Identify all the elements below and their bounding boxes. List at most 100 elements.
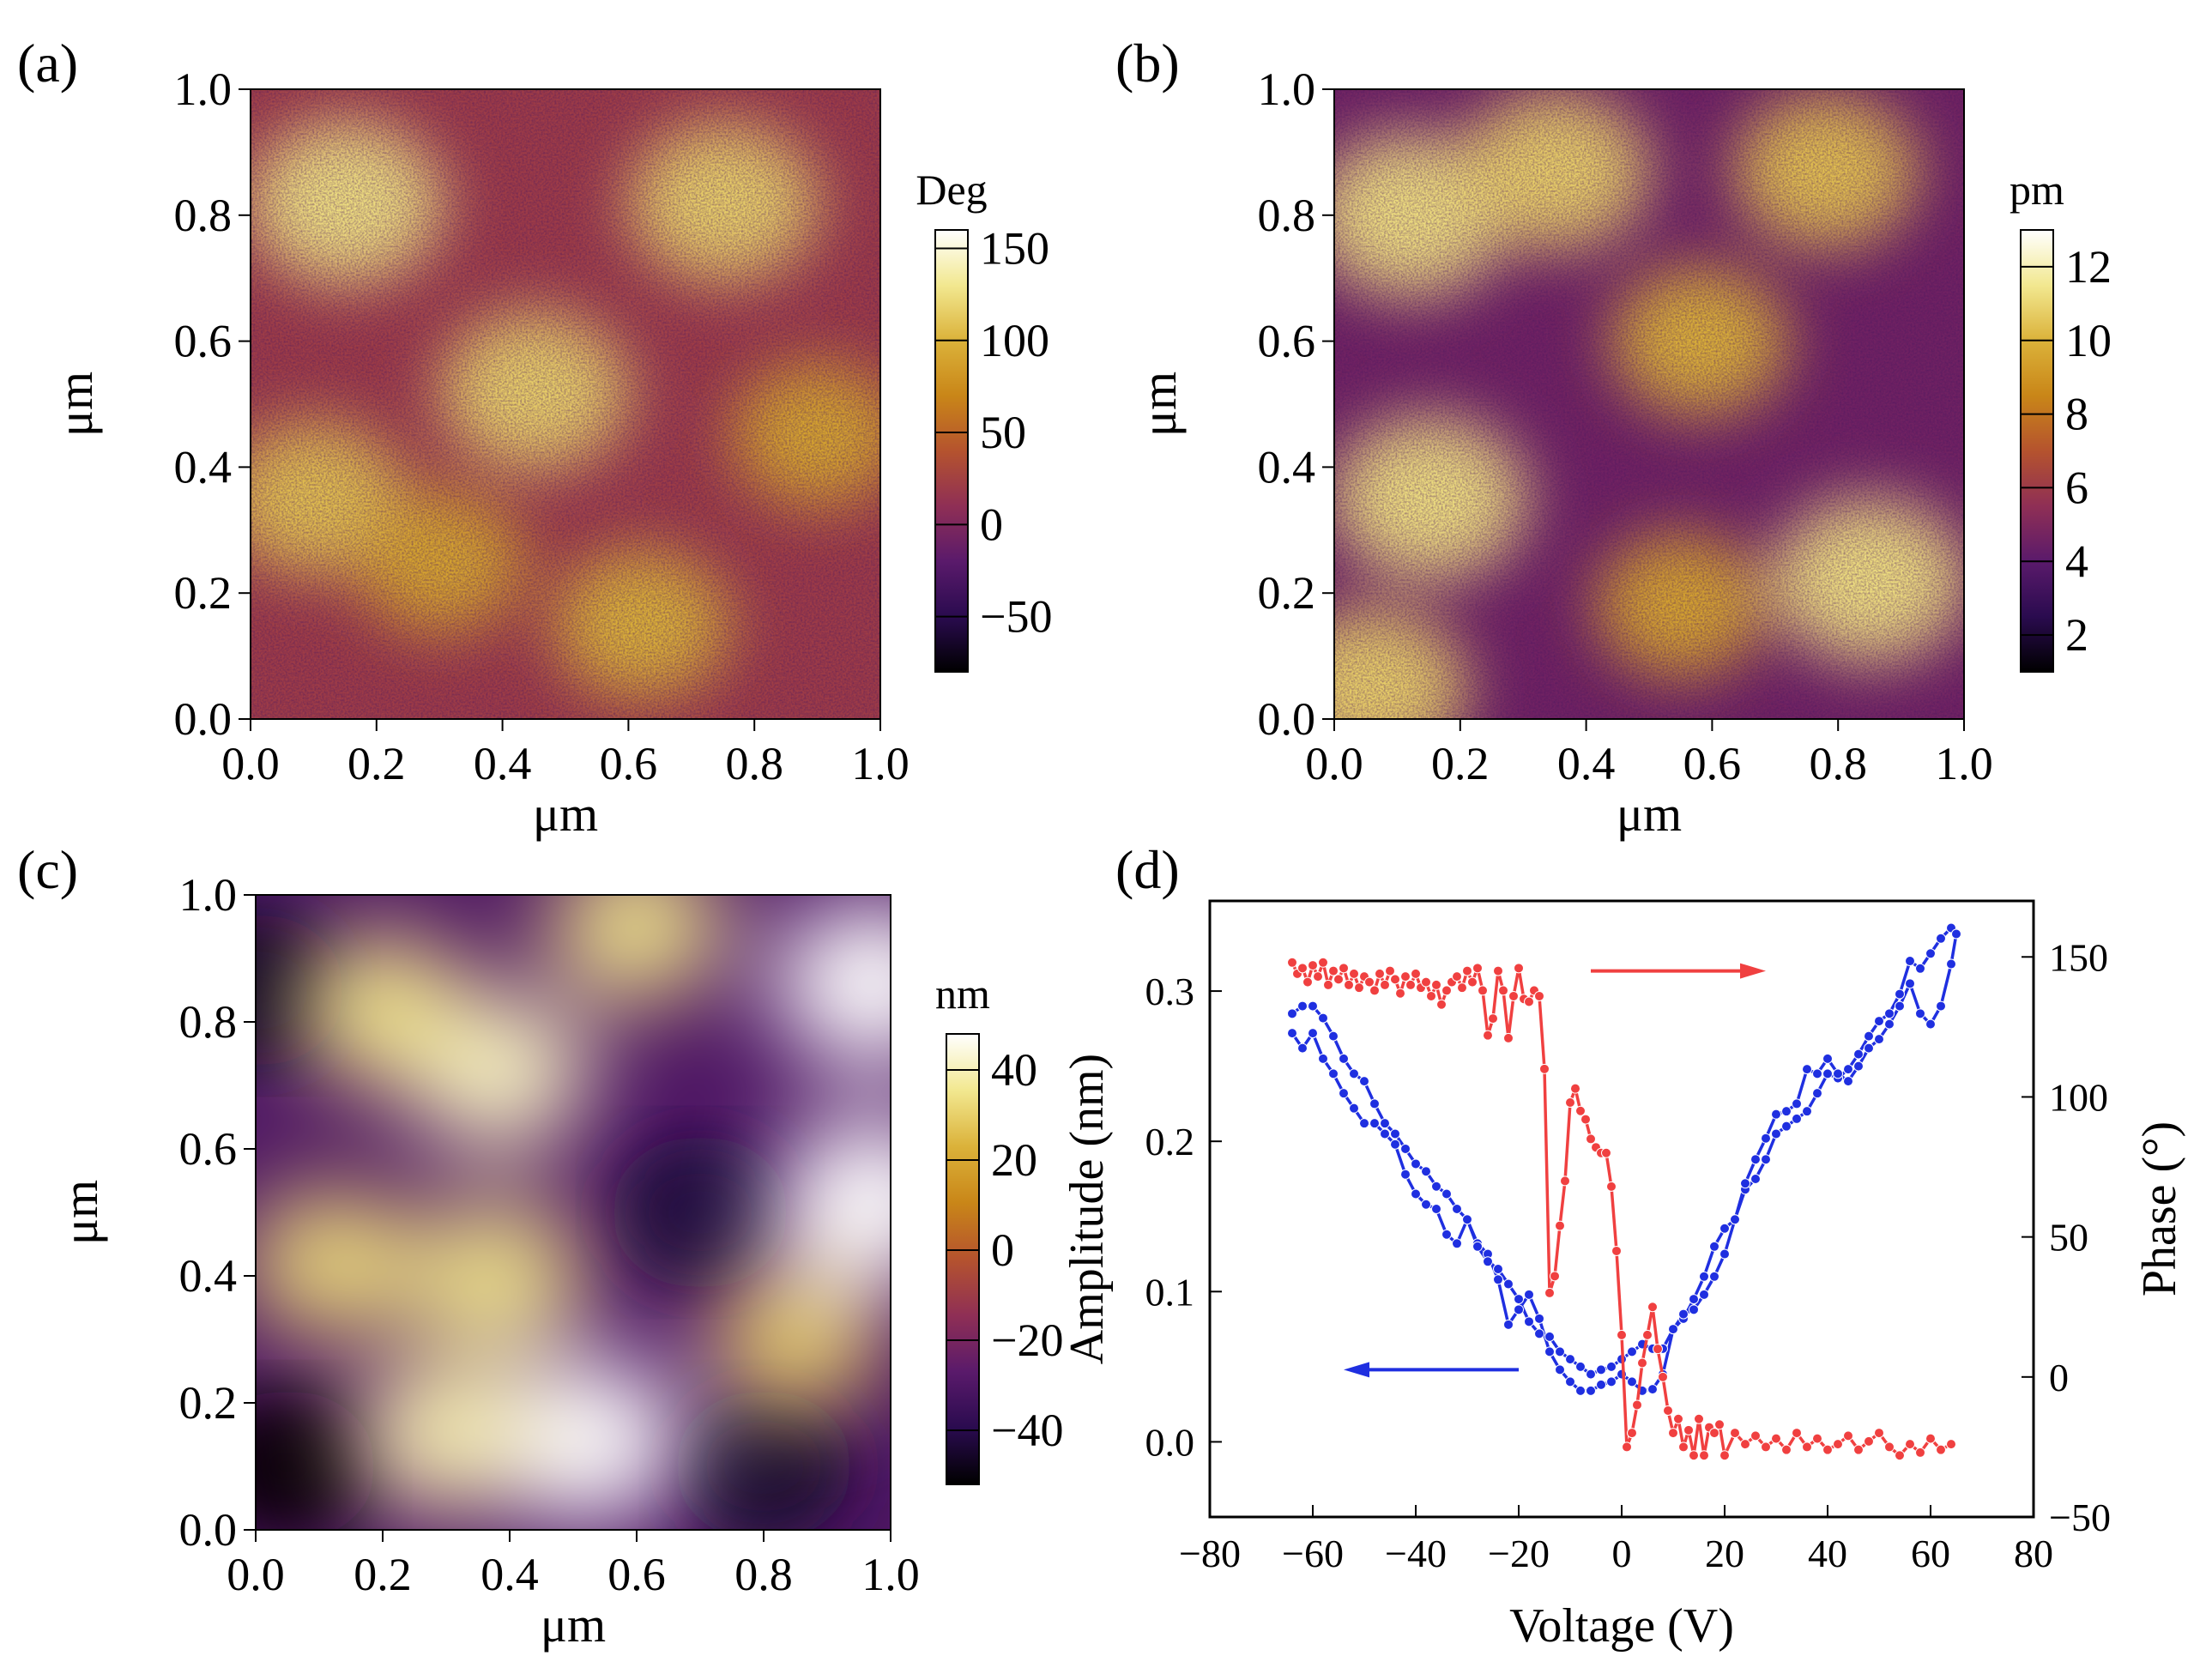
x-tick-label: −40 [1385, 1532, 1447, 1575]
data-point [1375, 968, 1385, 979]
topography-colorbar: nm −40 −20 0 20 40 [935, 970, 1063, 1485]
data-point [1781, 1121, 1792, 1132]
data-point [1380, 979, 1390, 990]
data-point [1503, 1278, 1514, 1290]
data-point [1925, 1018, 1936, 1030]
series-phase [1287, 957, 1956, 1461]
series-amplitude [1287, 922, 1961, 1396]
data-point [1586, 1133, 1596, 1145]
phase-map-axes: 0.0 0.2 0.4 0.6 0.8 1.0 0.0 0.2 0.4 0.6 0.8 1.0 μm μm [47, 63, 910, 842]
x-tick-label: 0.2 [348, 738, 406, 789]
domain-region [547, 895, 726, 1002]
data-point [1895, 988, 1905, 1000]
data-point [1627, 1346, 1637, 1357]
data-point [1895, 1000, 1905, 1012]
data-point [1936, 1444, 1946, 1455]
x-tick-label: 20 [1705, 1532, 1744, 1575]
data-point [1812, 1433, 1822, 1444]
data-point [1524, 996, 1534, 1007]
panel-label-c: (c) [17, 839, 78, 900]
x-tick-label: 0.8 [734, 1549, 793, 1600]
colorbar-tick-label: 8 [2065, 389, 2088, 440]
data-point [1302, 976, 1313, 988]
y-axis-label: Amplitude (nm) [1061, 1054, 1114, 1364]
data-point [1452, 1204, 1462, 1214]
domain-region [408, 1200, 587, 1351]
data-point [1946, 958, 1956, 970]
data-point [1884, 1441, 1895, 1453]
domain-region [487, 1358, 686, 1524]
data-point [1436, 999, 1447, 1010]
domain-region [772, 901, 891, 1067]
data-point [1822, 1444, 1833, 1455]
data-point [1560, 1175, 1570, 1187]
data-point [1874, 1016, 1884, 1027]
data-point [1308, 960, 1318, 971]
x-tick-label: 0.2 [1431, 738, 1490, 789]
data-point [1354, 982, 1364, 994]
colorbar-unit: pm [2010, 166, 2064, 214]
y-tick-label: 0.4 [174, 441, 233, 493]
data-point [1488, 1013, 1498, 1024]
data-point [1915, 1447, 1925, 1458]
data-point [1709, 1271, 1719, 1282]
x-tick-label: 0.6 [607, 1549, 666, 1600]
data-point [1308, 1028, 1318, 1039]
data-point [1524, 1289, 1534, 1300]
data-point [1632, 1399, 1642, 1411]
data-point [1452, 971, 1462, 982]
data-point [1915, 963, 1925, 974]
data-point [1462, 965, 1472, 976]
data-point [1344, 979, 1354, 990]
data-point [1478, 985, 1488, 996]
data-point [1328, 1068, 1339, 1079]
panel-b: (b) 0.0 0.2 0.4 0.6 0.8 1.0 0.0 0.2 0.4 0.6 0.8 1.0… [1115, 33, 2112, 842]
data-point [1683, 1424, 1694, 1435]
data-point [1874, 1428, 1884, 1439]
series-line [1290, 957, 1952, 1461]
map-frame [255, 894, 891, 1531]
data-point [1627, 1376, 1637, 1387]
low-region [611, 1136, 789, 1289]
y-tick-label: 0.0 [179, 1504, 238, 1556]
data-point [1539, 1063, 1550, 1074]
data-point [1771, 1433, 1781, 1444]
data-point [1812, 1088, 1822, 1099]
colorbar-tick-label: 20 [991, 1134, 1037, 1186]
topography-map-axes: 0.0 0.2 0.4 0.6 0.8 1.0 0.0 0.2 0.4 0.6 0.8 1.0 μm μm [52, 869, 920, 1653]
data-point [1555, 1346, 1565, 1357]
x-tick-label: 0.0 [227, 1549, 285, 1600]
data-point [1951, 928, 1961, 940]
low-region [256, 1390, 377, 1530]
data-point [1606, 1361, 1617, 1372]
data-point [1575, 1385, 1586, 1396]
data-point [1333, 974, 1344, 985]
x-tick-label: 1.0 [861, 1549, 920, 1600]
data-point [1503, 1319, 1514, 1330]
x-tick-label: 0.0 [221, 738, 280, 789]
data-point [1874, 1034, 1884, 1045]
data-point [1339, 963, 1349, 974]
y-tick-label: 1.0 [1258, 63, 1316, 115]
data-point [1390, 1128, 1400, 1139]
data-point [1936, 1000, 1946, 1012]
y-tick-label: 0.8 [174, 190, 233, 241]
data-point [1622, 1441, 1632, 1453]
data-point [1719, 1450, 1730, 1461]
colorbar-tick-label: −40 [991, 1405, 1063, 1456]
data-point [1400, 1169, 1411, 1180]
data-point [1493, 965, 1503, 976]
data-point [1390, 974, 1400, 985]
data-point [1534, 1313, 1544, 1324]
data-point [1668, 1324, 1678, 1335]
data-point [1313, 971, 1323, 982]
plot-frame [1208, 899, 2035, 1519]
data-point [1369, 985, 1380, 996]
data-point [1822, 1053, 1833, 1064]
colorbar-tick-label: 12 [2065, 241, 2112, 293]
panel-label-a: (a) [17, 33, 78, 94]
data-point [1287, 957, 1297, 968]
y-right-axis-label: Phase (°) [2133, 1121, 2186, 1296]
data-point [1411, 968, 1421, 979]
domain-region [709, 1266, 882, 1412]
